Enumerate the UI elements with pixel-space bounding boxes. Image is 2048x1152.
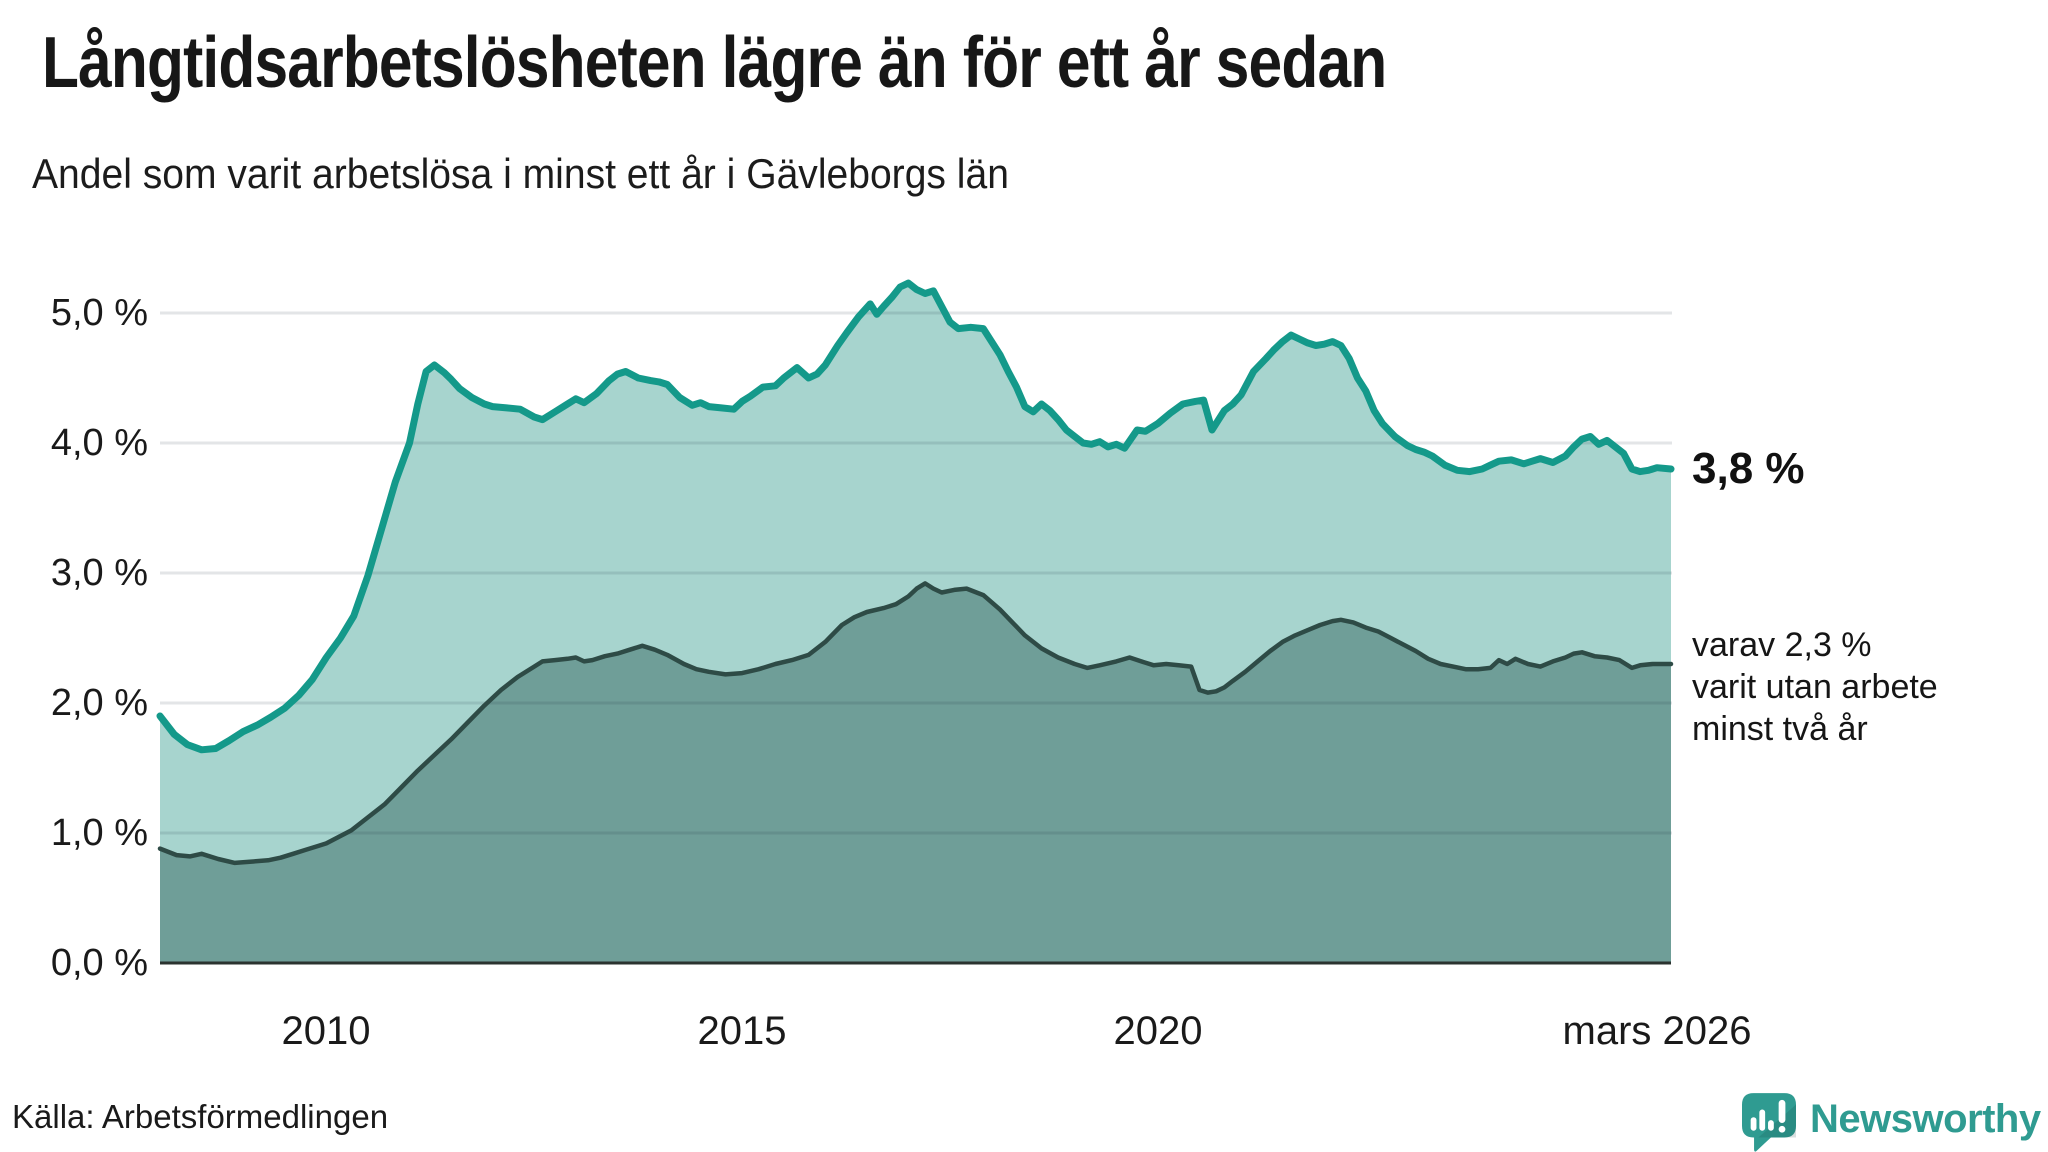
page-title: Långtidsarbetslösheten lägre än för ett … — [42, 23, 1387, 103]
y-tick-label: 3,0 % — [50, 552, 148, 594]
annotation-line: varav 2,3 % — [1692, 626, 1872, 664]
y-tick-label: 5,0 % — [50, 292, 148, 334]
newsworthy-wordmark: Newsworthy — [1810, 1097, 2041, 1141]
newsworthy-logo: Newsworthy — [1742, 1093, 2041, 1152]
y-tick-label: 0,0 % — [50, 942, 148, 984]
y-tick-label: 4,0 % — [50, 422, 148, 464]
series-line-0 — [156, 279, 1675, 754]
subtitle: Andel som varit arbetslösa i minst ett å… — [32, 150, 1009, 197]
annotation-line: minst två år — [1692, 710, 1868, 748]
series-line-1 — [157, 581, 1674, 866]
x-tick-label: 2020 — [1113, 1009, 1203, 1053]
latest-value-label: 3,8 % — [1692, 444, 1805, 493]
secondary-series-annotation: varav 2,3 % varit utan arbete minst två … — [1692, 624, 1938, 750]
y-tick-label: 2,0 % — [50, 682, 148, 724]
annotation-line: varit utan arbete — [1692, 668, 1938, 706]
series-area-1 — [160, 583, 1671, 963]
x-tick-label: mars 2026 — [1562, 1009, 1752, 1053]
x-tick-label: 2010 — [281, 1009, 371, 1053]
x-tick-label: 2015 — [697, 1009, 787, 1053]
y-tick-label: 1,0 % — [50, 812, 148, 854]
source-note: Källa: Arbetsförmedlingen — [12, 1098, 389, 1135]
newsworthy-icon — [1742, 1093, 1796, 1152]
